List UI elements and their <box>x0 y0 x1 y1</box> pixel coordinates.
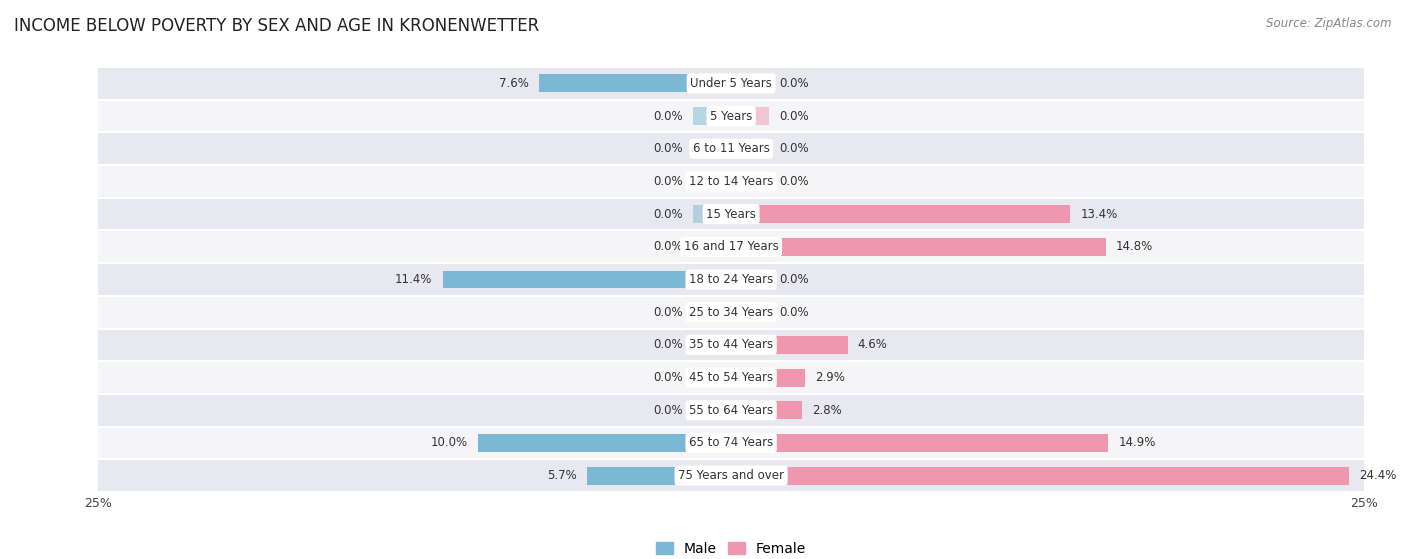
Text: Under 5 Years: Under 5 Years <box>690 77 772 90</box>
Bar <box>98 230 1364 263</box>
Bar <box>693 107 731 125</box>
Text: 2.8%: 2.8% <box>813 404 842 416</box>
Text: 0.0%: 0.0% <box>654 175 683 188</box>
Bar <box>693 173 731 191</box>
Bar <box>693 205 731 223</box>
Text: 0.0%: 0.0% <box>779 143 808 155</box>
Bar <box>98 394 1364 427</box>
Bar <box>731 173 769 191</box>
Text: 5 Years: 5 Years <box>710 110 752 122</box>
Text: 10.0%: 10.0% <box>430 437 468 449</box>
Bar <box>693 368 731 386</box>
Text: 0.0%: 0.0% <box>654 404 683 416</box>
Bar <box>731 401 801 419</box>
Bar <box>98 132 1364 165</box>
Text: 0.0%: 0.0% <box>779 175 808 188</box>
Bar <box>98 263 1364 296</box>
Text: 65 to 74 Years: 65 to 74 Years <box>689 437 773 449</box>
Bar <box>731 336 848 354</box>
Text: 16 and 17 Years: 16 and 17 Years <box>683 240 779 253</box>
Bar <box>586 467 731 485</box>
Text: 24.4%: 24.4% <box>1358 469 1396 482</box>
Text: 0.0%: 0.0% <box>779 110 808 122</box>
Text: 15 Years: 15 Years <box>706 207 756 221</box>
Bar <box>731 107 769 125</box>
Text: 5.7%: 5.7% <box>547 469 576 482</box>
Text: 18 to 24 Years: 18 to 24 Years <box>689 273 773 286</box>
Text: 11.4%: 11.4% <box>395 273 433 286</box>
Legend: Male, Female: Male, Female <box>651 536 811 559</box>
Bar <box>693 336 731 354</box>
Bar <box>731 303 769 321</box>
Text: 25 to 34 Years: 25 to 34 Years <box>689 306 773 319</box>
Text: 0.0%: 0.0% <box>779 77 808 90</box>
Text: 4.6%: 4.6% <box>858 338 887 352</box>
Text: 0.0%: 0.0% <box>654 240 683 253</box>
Bar <box>731 205 1070 223</box>
Text: 2.9%: 2.9% <box>814 371 845 384</box>
Text: Source: ZipAtlas.com: Source: ZipAtlas.com <box>1267 17 1392 30</box>
Bar <box>731 434 1108 452</box>
Bar <box>693 140 731 158</box>
Bar <box>731 238 1105 256</box>
Text: INCOME BELOW POVERTY BY SEX AND AGE IN KRONENWETTER: INCOME BELOW POVERTY BY SEX AND AGE IN K… <box>14 17 540 35</box>
Bar <box>538 74 731 92</box>
Bar <box>443 271 731 288</box>
Bar <box>98 67 1364 100</box>
Bar <box>693 238 731 256</box>
Text: 0.0%: 0.0% <box>654 110 683 122</box>
Text: 0.0%: 0.0% <box>779 306 808 319</box>
Text: 35 to 44 Years: 35 to 44 Years <box>689 338 773 352</box>
Text: 14.9%: 14.9% <box>1118 437 1156 449</box>
Bar <box>731 271 769 288</box>
Text: 0.0%: 0.0% <box>654 143 683 155</box>
Bar <box>731 140 769 158</box>
Bar <box>98 427 1364 459</box>
Bar <box>98 100 1364 132</box>
Text: 0.0%: 0.0% <box>654 207 683 221</box>
Bar <box>731 467 1348 485</box>
Bar <box>98 198 1364 230</box>
Bar <box>478 434 731 452</box>
Bar <box>98 361 1364 394</box>
Text: 0.0%: 0.0% <box>654 306 683 319</box>
Bar <box>693 303 731 321</box>
Text: 0.0%: 0.0% <box>654 338 683 352</box>
Text: 14.8%: 14.8% <box>1116 240 1153 253</box>
Text: 12 to 14 Years: 12 to 14 Years <box>689 175 773 188</box>
Text: 45 to 54 Years: 45 to 54 Years <box>689 371 773 384</box>
Bar <box>98 165 1364 198</box>
Text: 75 Years and over: 75 Years and over <box>678 469 785 482</box>
Text: 6 to 11 Years: 6 to 11 Years <box>693 143 769 155</box>
Bar <box>693 401 731 419</box>
Text: 0.0%: 0.0% <box>654 371 683 384</box>
Bar <box>731 368 804 386</box>
Text: 0.0%: 0.0% <box>779 273 808 286</box>
Bar <box>98 329 1364 361</box>
Text: 7.6%: 7.6% <box>499 77 529 90</box>
Text: 55 to 64 Years: 55 to 64 Years <box>689 404 773 416</box>
Bar <box>98 296 1364 329</box>
Bar <box>731 74 769 92</box>
Text: 13.4%: 13.4% <box>1080 207 1118 221</box>
Bar <box>98 459 1364 492</box>
